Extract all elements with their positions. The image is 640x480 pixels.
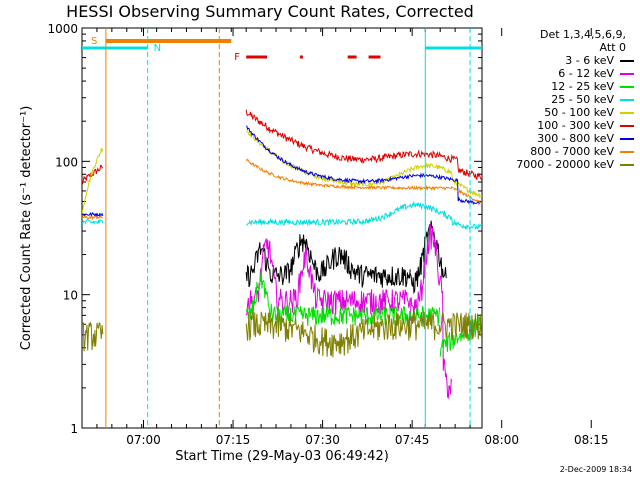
legend-label: 300 - 800 keV [537,132,614,145]
legend-swatch [620,72,634,75]
x-tick-label: 07:00 [126,433,161,447]
series-3-6-line [409,220,447,295]
legend-swatch [620,98,634,101]
y-tick-label: 1 [70,422,78,436]
y-axis-label: Corrected Count Rate (s⁻¹ detector⁻¹) [19,106,34,351]
plot-data [82,109,482,400]
legend-label: 12 - 25 keV [551,80,614,93]
series-25-50-line [246,200,482,231]
legend-item: 7000 - 20000 keV [484,158,634,171]
series-12-25-line [439,315,482,357]
series-6-12-line [245,238,411,316]
saa-label: S [91,36,97,47]
legend-label: 6 - 12 keV [558,67,614,80]
series-800-7000-line [82,215,103,221]
y-tick-label: 100 [55,155,78,169]
legend-item: 6 - 12 keV [484,67,634,80]
legend-swatch [620,59,634,62]
series-300-800-line [246,125,482,206]
legend-label: 800 - 7000 keV [530,145,614,158]
night-label: N [154,43,161,54]
legend-item: 3 - 6 keV [484,54,634,67]
series-12-25-line [245,270,441,327]
series-7000-20000-line [82,321,104,352]
x-tick-label: 07:15 [216,433,251,447]
x-axis-label: Start Time (29-May-03 06:49:42) [175,449,389,464]
series-800-7000-line [245,158,482,205]
legend-swatch [620,163,634,166]
series-100-300-line [245,109,482,181]
legend-item: 25 - 50 keV [484,93,634,106]
legend-item: 50 - 100 keV [484,106,634,119]
legend-header-2: Att 0 [599,41,626,54]
legend-label: 3 - 6 keV [565,54,614,67]
chart-title: HESSI Observing Summary Count Rates, Cor… [66,2,474,21]
legend-item: 12 - 25 keV [484,80,634,93]
y-tick-label: 10 [63,289,78,303]
legend-swatch [620,124,634,127]
series-6-12-line [409,223,453,400]
flare-label: F [234,52,240,63]
legend-header-1: Det 1,3,4,5,6,9, [539,28,626,41]
legend-swatch [620,85,634,88]
legend-swatch [620,150,634,153]
x-tick-label: 08:00 [484,433,519,447]
x-tick-label: 08:15 [574,433,609,447]
legend-item: 100 - 300 keV [484,119,634,132]
series-300-800-line [82,211,104,218]
legend: Det 1,3,4,5,6,9, Att 0 3 - 6 keV 6 - 12 k… [484,28,634,171]
series-25-50-line [82,218,104,225]
series-50-100-line [82,147,104,215]
legend-label: 25 - 50 keV [551,93,614,106]
legend-item: 800 - 7000 keV [484,145,634,158]
series-7000-20000-line [245,311,482,358]
legend-item: 300 - 800 keV [484,132,634,145]
legend-label: 7000 - 20000 keV [516,158,614,171]
plot-frame [81,27,483,429]
legend-swatch [620,111,634,114]
legend-label: 100 - 300 keV [537,119,614,132]
x-tick-label: 07:45 [395,433,430,447]
x-tick-label: 07:30 [305,433,340,447]
y-tick-label: 1000 [47,22,78,36]
timestamp: 2-Dec-2009 18:34 [559,465,632,474]
legend-swatch [620,137,634,140]
legend-label: 50 - 100 keV [544,106,614,119]
